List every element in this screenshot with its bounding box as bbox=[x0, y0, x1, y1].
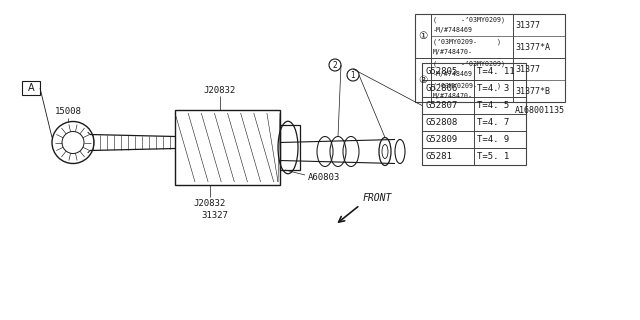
Text: T=4. 9: T=4. 9 bbox=[477, 135, 509, 144]
Text: T=5. 1: T=5. 1 bbox=[477, 152, 509, 161]
Text: 15008: 15008 bbox=[54, 107, 81, 116]
Text: 31377*A: 31377*A bbox=[515, 43, 550, 52]
Text: T=4. 11: T=4. 11 bbox=[477, 67, 515, 76]
Text: M/#748470-: M/#748470- bbox=[433, 49, 473, 55]
Text: G52805: G52805 bbox=[425, 67, 457, 76]
Text: (      -’03MY0209): ( -’03MY0209) bbox=[433, 17, 505, 23]
Text: ②: ② bbox=[419, 75, 428, 85]
Text: 1: 1 bbox=[351, 70, 355, 79]
Text: J20832: J20832 bbox=[194, 198, 226, 207]
Text: 31377: 31377 bbox=[515, 20, 540, 29]
Bar bbox=[422, 63, 526, 165]
Text: 31377*B: 31377*B bbox=[515, 86, 550, 95]
Bar bbox=[175, 110, 280, 185]
Text: A: A bbox=[28, 83, 35, 93]
Bar bbox=[22, 81, 40, 95]
Text: G52808: G52808 bbox=[425, 118, 457, 127]
Text: G52807: G52807 bbox=[425, 101, 457, 110]
Text: (’03MY0209-     ): (’03MY0209- ) bbox=[433, 39, 501, 45]
Text: (’03MY0209-     ): (’03MY0209- ) bbox=[433, 83, 501, 89]
Text: G5281: G5281 bbox=[425, 152, 452, 161]
Text: J20832: J20832 bbox=[204, 85, 236, 94]
Text: 31377: 31377 bbox=[515, 65, 540, 74]
Text: 31327: 31327 bbox=[202, 211, 228, 220]
Text: (      -’03MY0209): ( -’03MY0209) bbox=[433, 61, 505, 67]
Text: T=4. 7: T=4. 7 bbox=[477, 118, 509, 127]
Text: G52806: G52806 bbox=[425, 84, 457, 93]
Text: -M/#748469: -M/#748469 bbox=[433, 71, 473, 77]
Text: A60803: A60803 bbox=[308, 172, 340, 181]
Text: -M/#748469: -M/#748469 bbox=[433, 27, 473, 33]
Text: G52809: G52809 bbox=[425, 135, 457, 144]
Text: T=4. 5: T=4. 5 bbox=[477, 101, 509, 110]
Text: FRONT: FRONT bbox=[363, 193, 392, 203]
Text: A168001135: A168001135 bbox=[515, 106, 565, 115]
Text: T=4. 3: T=4. 3 bbox=[477, 84, 509, 93]
Text: 2: 2 bbox=[333, 60, 337, 69]
Bar bbox=[280, 125, 300, 170]
Bar bbox=[415, 14, 565, 102]
Text: ①: ① bbox=[419, 31, 428, 41]
Text: M/#748470-: M/#748470- bbox=[433, 93, 473, 99]
